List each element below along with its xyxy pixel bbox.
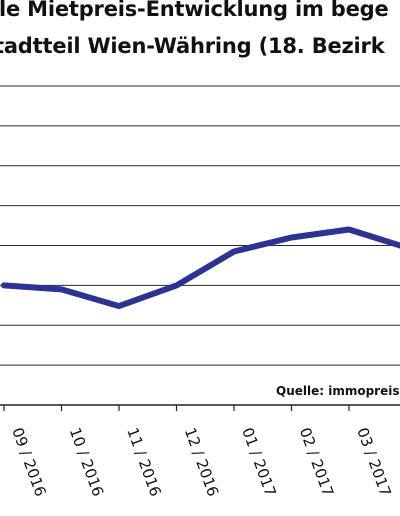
x-tick-label: 10 / 2016 bbox=[66, 425, 107, 499]
x-axis-labels: 09 / 2016 10 / 2016 11 / 2016 12 / 2016 01 /… bbox=[8, 425, 394, 499]
x-tick-label: 09 / 2016 bbox=[8, 425, 49, 499]
x-tick-label: 03 / 2017 bbox=[353, 425, 394, 499]
x-tick-label: 01 / 2017 bbox=[238, 425, 279, 499]
gridlines bbox=[0, 85, 400, 366]
x-tick-label: 02 / 2017 bbox=[296, 425, 337, 499]
source-label: Quelle: immopreis bbox=[276, 384, 400, 398]
chart-title-line-2: tadtteil Wien-Währing (18. Bezirk bbox=[0, 34, 385, 58]
series-line bbox=[1, 226, 400, 310]
chart-title-line-1: lle Mietpreis-Entwicklung im bege bbox=[0, 0, 389, 21]
x-tick-label: 12 / 2016 bbox=[181, 425, 222, 499]
x-tick-label: 11 / 2016 bbox=[123, 425, 164, 499]
x-axis-ticks bbox=[3, 405, 350, 411]
